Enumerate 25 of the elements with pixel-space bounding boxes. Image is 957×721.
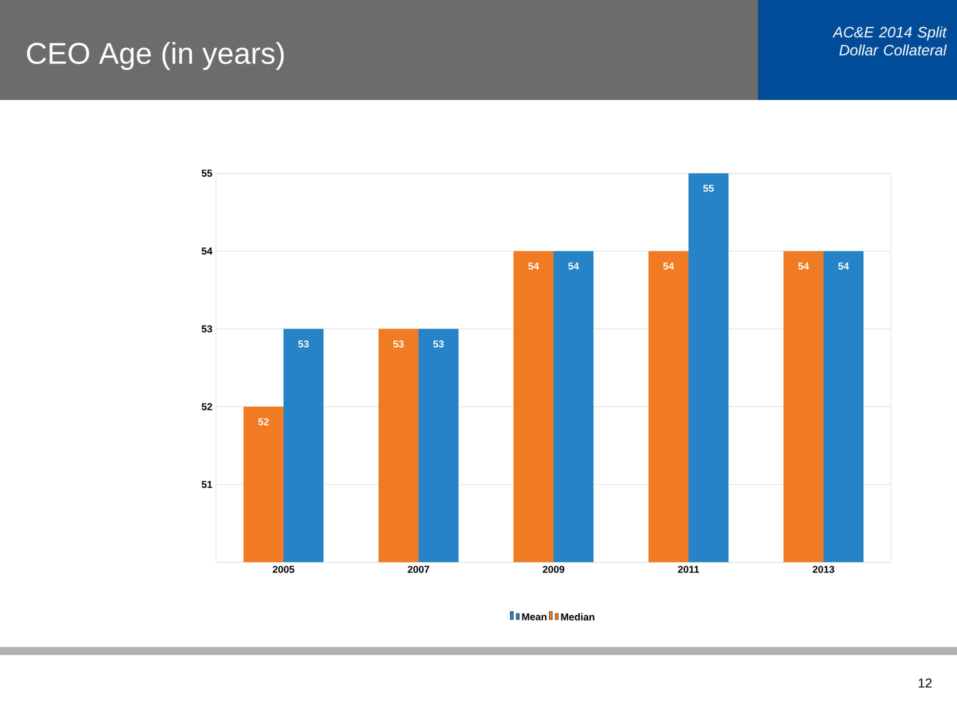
chart-subtitle: AC&E 2014 Split Dollar Collateral: [832, 26, 947, 56]
x-tick-label: 2007: [408, 566, 430, 573]
x-tick-label: 2013: [812, 566, 834, 573]
y-tick-label: 53: [202, 325, 212, 332]
x-tick-label: 2005: [272, 566, 294, 573]
data-label: 55: [703, 184, 714, 192]
data-label: 53: [298, 340, 309, 348]
data-label: 54: [528, 262, 540, 270]
legend-label: Mean: [522, 613, 546, 620]
data-label: 54: [663, 262, 674, 270]
data-label: 54: [838, 262, 850, 270]
data-label: 53: [393, 340, 404, 348]
data-label: 52: [258, 418, 269, 426]
y-tick-label: 51: [202, 480, 212, 488]
data-label: 54: [568, 262, 580, 270]
y-tick-label: 55: [202, 170, 212, 177]
x-tick-label: 2011: [678, 566, 700, 573]
legend-label: Median: [561, 613, 594, 621]
chart-title: CEO Age (in years): [27, 42, 284, 70]
data-label: 54: [798, 262, 810, 270]
y-tick-label: 54: [202, 248, 212, 255]
x-tick-label: 2009: [542, 566, 564, 573]
data-label: 53: [433, 340, 444, 348]
y-tick-label: 52: [202, 403, 212, 410]
text: 12: [918, 678, 932, 688]
